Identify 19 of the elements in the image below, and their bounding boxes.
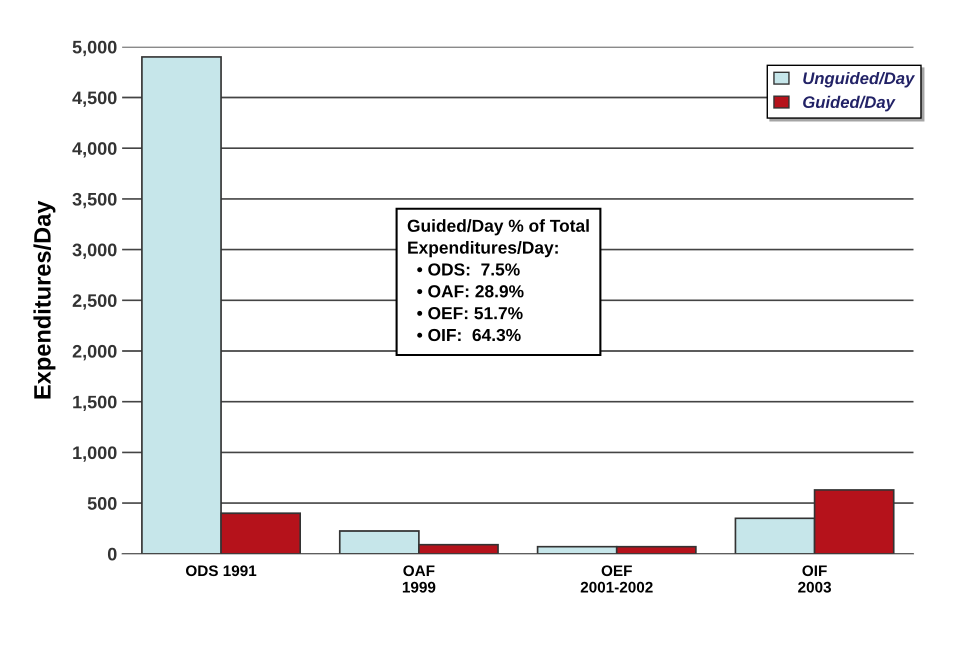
y-tick-label: 1,000 [73,446,117,462]
x-tick-label: ODS 1991 [186,565,256,576]
y-tick-label: 3,500 [72,192,117,208]
y-tick-label: 500 [88,497,117,510]
y-tick-label: 3,000 [72,244,117,259]
y-axis-title: Expenditures/Day [33,200,56,398]
legend-label: Guided/Day [803,96,896,112]
y-tick-label: 4,500 [72,91,117,107]
x-tick-label: OAF 1999 [402,565,436,593]
y-tick-label: 2,000 [72,344,117,360]
y-tick-label: 1,500 [73,396,117,412]
x-tick-label: OEF 2001-2002 [580,565,653,593]
x-tick-label: OIF 2003 [798,565,832,593]
y-tick-label: 4,000 [72,142,117,158]
y-tick-label: 5,000 [72,40,117,56]
legend-label: Unguided/Day [803,72,916,88]
y-tick-label: 2,500 [72,294,117,310]
y-tick-label: 0 [108,548,117,561]
annotation: Guided/Day % of Total Expenditures/Day: • ODS: 7.5% • OAF: 28.9% • OEF: 51.7% • OIF: 64.3% [408,219,589,342]
